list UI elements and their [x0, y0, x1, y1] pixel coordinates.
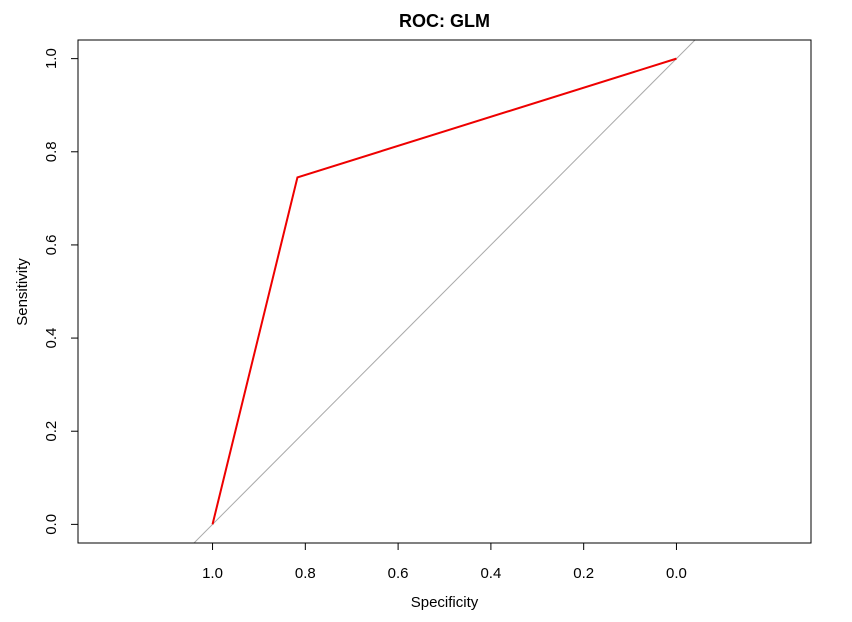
chart-title: ROC: GLM [399, 11, 490, 31]
reference-line-layer [193, 40, 696, 543]
x-tick-label: 0.6 [388, 565, 409, 582]
x-axis: 1.0 0.8 0.6 0.4 0.2 0.0 [202, 542, 687, 582]
x-tick-label: 0.2 [573, 565, 594, 582]
y-tick-label: 0.0 [43, 514, 60, 535]
x-tick-label: 0.4 [480, 565, 501, 582]
y-tick-label: 1.0 [43, 48, 60, 69]
y-tick-label: 0.4 [43, 328, 60, 349]
reference-diagonal-line [193, 40, 696, 543]
y-tick-label: 0.8 [43, 141, 60, 162]
y-axis-label: Sensitivity [14, 258, 31, 326]
y-tick-label: 0.2 [43, 421, 60, 442]
x-axis-label: Specificity [411, 594, 479, 611]
roc-curve-line [211, 57, 677, 525]
x-tick-label: 1.0 [202, 565, 223, 582]
x-tick-label: 0.8 [295, 565, 316, 582]
x-tick-label: 0.0 [666, 565, 687, 582]
y-axis: 0.0 0.2 0.4 0.6 0.8 1.0 [43, 48, 79, 535]
y-tick-label: 0.6 [43, 234, 60, 255]
series-layer [211, 57, 677, 525]
